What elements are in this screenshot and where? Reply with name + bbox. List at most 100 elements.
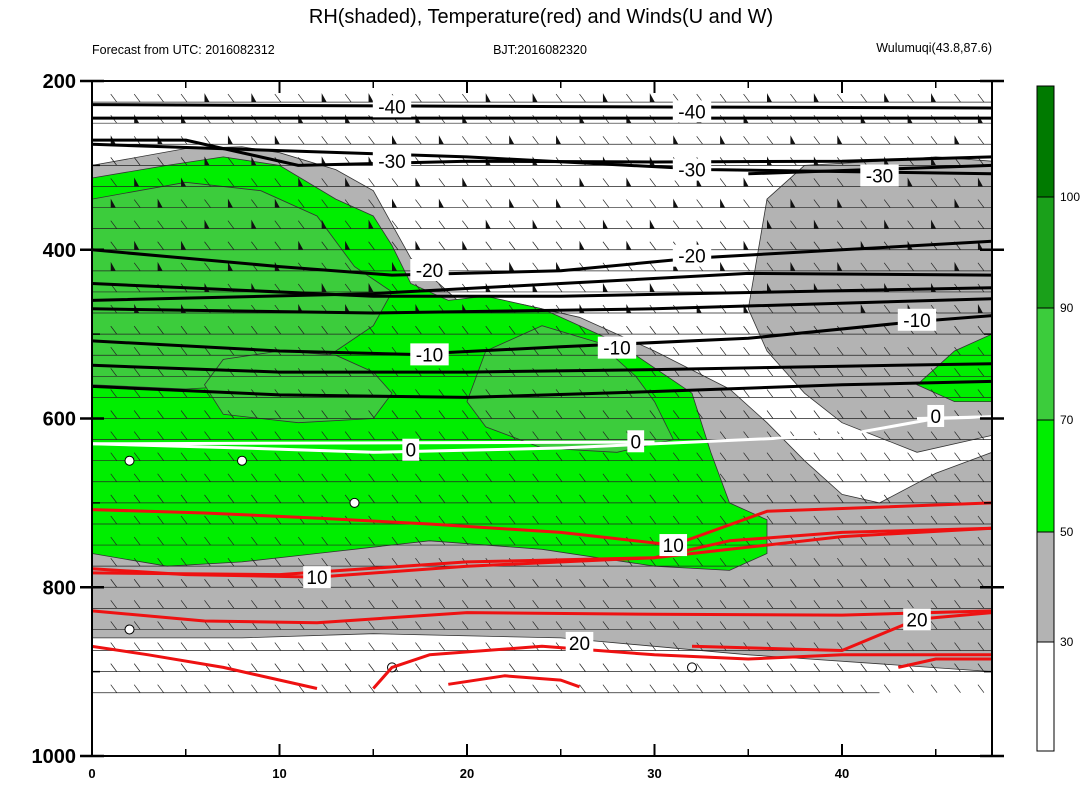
wind-barb [110, 600, 118, 609]
wind-barb [321, 136, 328, 145]
wind-barb [555, 347, 563, 356]
wind-barb [274, 93, 282, 103]
wind-flag [157, 261, 163, 271]
wind-barb [251, 241, 258, 250]
wind-barb [860, 473, 868, 482]
isotherm-label-bg [402, 438, 420, 461]
wind-barb [204, 431, 211, 440]
colorbar: 30 50 70 90 100 [1036, 85, 1080, 752]
wind-barb [274, 241, 282, 250]
isotherm-label-bg [303, 566, 331, 589]
wind-barb [954, 93, 961, 103]
wind-barb [743, 220, 750, 229]
wind-barb [227, 515, 235, 525]
wind-barb [391, 579, 399, 588]
wind-barb [485, 410, 493, 419]
wind-barb [696, 136, 703, 145]
calm-wind-circle-2 [349, 497, 360, 508]
isotherm-label-bg [672, 244, 712, 267]
wind-barb [180, 220, 188, 229]
wind-flag [298, 177, 304, 187]
isotherm-20-20 [92, 644, 318, 690]
wind-barb [860, 452, 868, 461]
wind-barb [204, 536, 211, 546]
wind-barb [954, 220, 961, 229]
wind-barb [391, 536, 399, 546]
colorbar-label: 30 [1060, 635, 1074, 649]
wind-barb [696, 663, 703, 672]
x-tick-label: 30 [647, 766, 661, 781]
wind-barb [157, 410, 164, 419]
wind-barb [344, 325, 352, 335]
wind-flag [720, 135, 726, 145]
wind-barb [719, 452, 727, 461]
wind-barb [883, 684, 891, 693]
wind-barb [532, 178, 539, 187]
wind-barb [602, 663, 610, 672]
wind-barb [180, 452, 188, 461]
wind-barb [930, 579, 938, 588]
wind-barb [837, 684, 844, 693]
wind-barb [626, 600, 633, 609]
wind-barb [954, 178, 961, 187]
wind-barb [204, 621, 211, 630]
isotherm-label-bg [903, 608, 931, 631]
wind-barb [344, 220, 352, 229]
wind-barb [227, 642, 235, 651]
wind-barb [110, 389, 118, 398]
wind-barb [696, 452, 703, 461]
wind-barb [321, 410, 328, 419]
wind-barb [297, 452, 305, 461]
forecast-init-label: Forecast from UTC: 2016082312 [92, 43, 275, 57]
wind-barb [462, 262, 469, 272]
wind-barb [508, 241, 516, 250]
wind-barb [157, 536, 164, 546]
wind-barb [813, 262, 821, 272]
isotherm-label: -10 [416, 345, 443, 366]
wind-barb [883, 304, 891, 314]
wind-barb [462, 663, 469, 672]
wind-barb [602, 600, 610, 609]
wind-barb [907, 515, 914, 525]
wind-barb [649, 262, 657, 272]
wind-barb [719, 325, 727, 335]
wind-barb [462, 621, 469, 630]
wind-barb [508, 536, 516, 546]
wind-barb [157, 325, 164, 335]
wind-barb [368, 663, 375, 672]
wind-barb [532, 494, 539, 504]
wind-barb [883, 642, 891, 651]
wind-barb [579, 579, 586, 588]
wind-flag [790, 261, 796, 271]
wind-barb [204, 262, 211, 272]
wind-barb [883, 600, 891, 609]
wind-flag [767, 219, 772, 229]
wind-barb [133, 431, 141, 440]
wind-barb [133, 515, 141, 525]
wind-barb [649, 515, 657, 525]
wind-barb [321, 178, 328, 187]
wind-barb [555, 621, 563, 630]
wind-barb [438, 621, 446, 630]
wind-barb [110, 494, 118, 504]
wind-barb [977, 389, 985, 398]
colorbar-box [1036, 85, 1055, 198]
wind-barb [180, 494, 188, 504]
wind-barb [860, 368, 868, 377]
wind-barb [180, 536, 188, 546]
wind-barb [462, 410, 469, 419]
wind-flag [673, 198, 679, 208]
wind-barb [813, 199, 821, 208]
wind-barb [696, 600, 703, 609]
wind-flag [907, 177, 913, 187]
wind-barb [297, 199, 305, 208]
wind-barb [227, 684, 235, 693]
wind-barb [204, 325, 211, 335]
wind-barb [391, 241, 399, 250]
wind-barb [743, 473, 750, 482]
wind-flag [227, 198, 233, 208]
wind-barb [157, 579, 164, 588]
wind-barb [485, 579, 493, 588]
wind-barb [110, 157, 118, 166]
isotherm-label: -20 [678, 247, 705, 268]
